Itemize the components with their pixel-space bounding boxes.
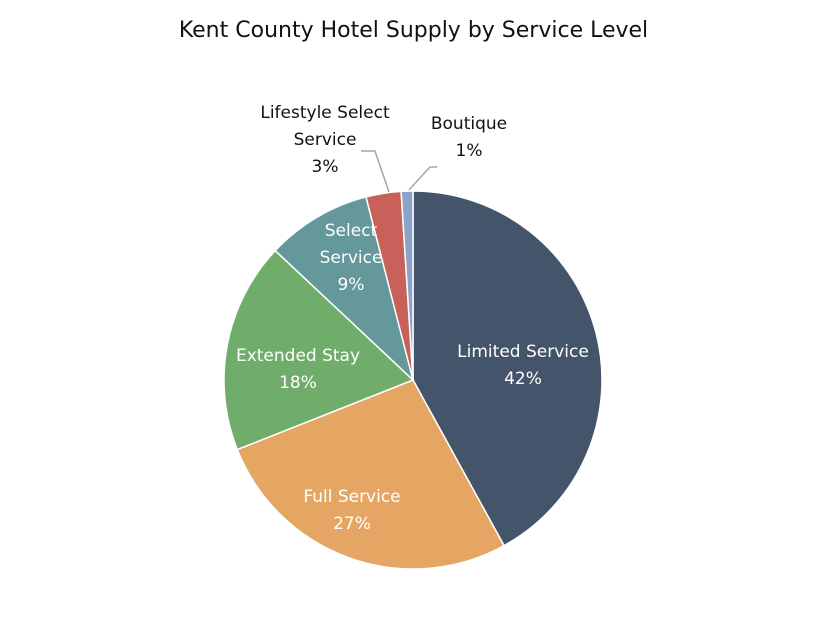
pie-slice-limited-service (412, 190, 603, 547)
pie-slice-select-service (274, 196, 415, 383)
leader-line-lifestyle-select-service (361, 150, 390, 193)
data-label-select-service: Select Service 9% (320, 221, 383, 295)
data-label-lifestyle-select-service: Lifestyle Select Service 3% (260, 103, 390, 177)
chart-title: Kent County Hotel Supply by Service Leve… (178, 18, 649, 43)
data-label-limited-service: Limited Service 42% (457, 342, 589, 389)
pie-slices (223, 190, 603, 570)
pie-slice-extended-stay (223, 249, 415, 451)
leader-line-boutique (408, 166, 437, 191)
pie-slice-boutique (400, 190, 414, 381)
data-label-extended-stay: Extended Stay 18% (236, 346, 360, 393)
pie-labels: Limited Service 42% Full Service 27% Extende… (236, 103, 589, 534)
pie-slice-full-service (236, 379, 506, 570)
data-label-boutique: Boutique 1% (431, 114, 507, 161)
data-label-full-service: Full Service 27% (303, 487, 400, 534)
